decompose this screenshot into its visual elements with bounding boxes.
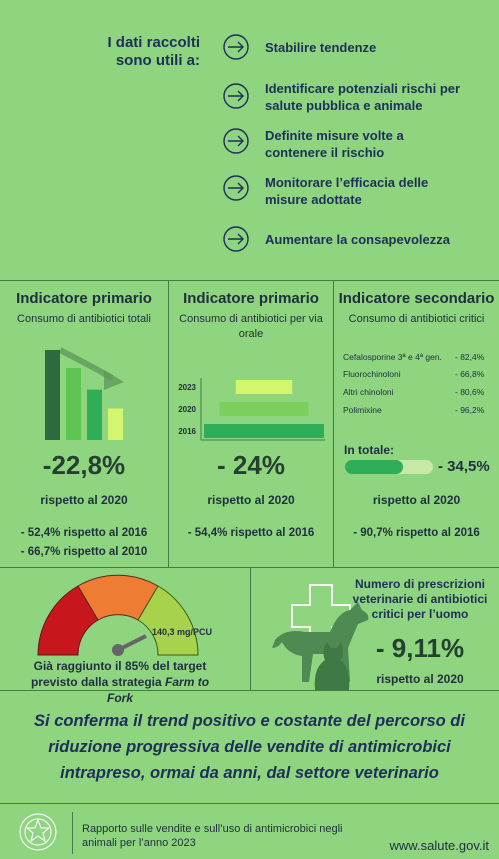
intro-heading: I dati raccolti sono utili a: (107, 34, 200, 69)
divider (0, 280, 499, 281)
intro-item: Identificare potenziali rischi per salut… (265, 81, 461, 113)
divider (72, 812, 73, 854)
note: - 90,7% rispetto al 2016 (353, 527, 480, 539)
class-change: - 80,6% (455, 387, 485, 397)
bar (219, 402, 309, 416)
class-name: Fluorochinoloni (343, 369, 401, 379)
bar-label: 2016 (178, 427, 196, 436)
intro-item: Stabilire tendenze (265, 40, 377, 55)
bar-label: 2023 (178, 383, 196, 392)
bar (235, 380, 293, 394)
reference: rispetto al 2020 (40, 493, 128, 507)
target-caption: Già raggiunto il 85% del target previsto… (20, 658, 220, 706)
panel-title: Indicatore secondario (338, 290, 495, 307)
divider (250, 567, 251, 690)
prescriptions-title: Numero di prescrizioni veterinarie di an… (352, 577, 488, 621)
panel-title: Indicatore primario (16, 290, 152, 307)
caption-emphasis: Farm to Fork (106, 675, 210, 705)
intro-item: Definite misure volte a contenere il ris… (265, 128, 404, 160)
bar (204, 424, 324, 438)
intro-item: Aumentare la consapevolezza (265, 232, 450, 247)
note: - 54,4% rispetto al 2016 (187, 527, 315, 539)
change: - 24% (217, 450, 285, 480)
footer-report: Rapporto sulle vendite e sull’uso di ant… (82, 823, 343, 849)
reference: rispetto al 2020 (372, 493, 461, 507)
class-change: - 96,2% (455, 405, 485, 415)
panel-subtitle: Consumo di antibiotici critici (348, 313, 485, 325)
bar-label: 2020 (178, 405, 196, 414)
bar (108, 408, 123, 440)
change: - 9,11% (375, 633, 465, 663)
class-name: Cefalosporine 3ª e 4ª gen. (343, 352, 442, 362)
gauge (37, 574, 199, 656)
panel-subtitle: Consumo di antibiotici totali (17, 313, 151, 325)
bar (66, 368, 81, 440)
divider (168, 280, 169, 567)
trend-arrow-head (104, 370, 124, 390)
class-change: - 82,4% (455, 352, 485, 362)
chart-axis (200, 378, 325, 441)
bar (87, 389, 102, 440)
divider (0, 567, 499, 568)
reference: rispetto al 2020 (207, 493, 295, 507)
class-change: - 66,8% (455, 369, 485, 379)
caption-text: Già raggiunto il 85% del target previsto… (30, 659, 207, 689)
reference: rispetto al 2020 (376, 672, 464, 686)
animals (272, 602, 369, 690)
divider (0, 803, 499, 804)
note: - 52,4% rispetto al 2016 (20, 527, 148, 539)
total-bar-fill (345, 460, 403, 474)
emblem (19, 813, 57, 851)
bar (45, 350, 60, 440)
class-name: Altri chinoloni (343, 387, 394, 397)
note: - 66,7% rispetto al 2010 (20, 546, 148, 558)
change: -22,8% (42, 450, 126, 480)
gauge-label: 140,3 mg/PCU (152, 627, 213, 637)
total-label: In totale: (344, 443, 394, 457)
divider (0, 690, 499, 691)
footer-url: www.salute.gov.it (389, 838, 489, 853)
arrow-icons (223, 34, 249, 252)
conclusion: Si conferma il trend positivo e costante… (34, 712, 465, 782)
intro-item: Monitorare l’efficacia delle misure adot… (265, 175, 429, 207)
change: - 34,5% (438, 458, 490, 475)
panel-subtitle: Consumo di antibiotici per via orale (179, 313, 323, 340)
class-name: Polimixine (343, 405, 382, 415)
divider (333, 280, 334, 567)
panel-title: Indicatore primario (183, 290, 319, 307)
